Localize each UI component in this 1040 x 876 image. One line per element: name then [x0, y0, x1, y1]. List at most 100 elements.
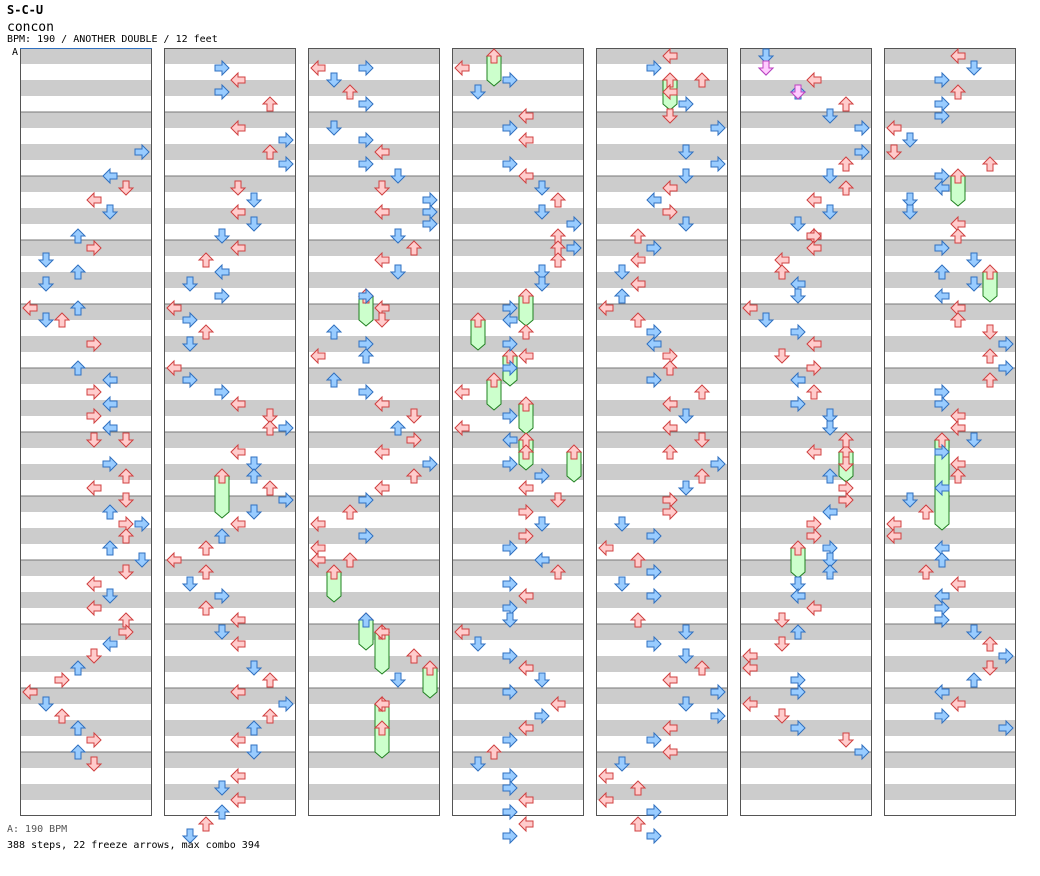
step-arrow-left: [102, 419, 118, 437]
step-arrow-down: [117, 492, 135, 508]
beat-stripe: [20, 144, 152, 160]
step-arrow-right: [358, 491, 374, 509]
beat-stripe: [308, 624, 440, 640]
step-arrow-left: [454, 419, 470, 437]
beat-stripe: [452, 208, 584, 224]
step-arrow-left: [102, 395, 118, 413]
step-arrow-down: [901, 192, 919, 208]
step-arrow-up: [261, 96, 279, 112]
step-arrow-right: [518, 503, 534, 521]
step-arrow-up: [69, 744, 87, 760]
step-arrow-down: [789, 216, 807, 232]
step-arrow-left: [598, 299, 614, 317]
step-arrow-down: [821, 552, 839, 568]
step-arrow-up: [949, 312, 967, 328]
step-arrow-right: [646, 563, 662, 581]
step-arrow-right: [646, 527, 662, 545]
step-arrow-right: [566, 215, 582, 233]
beat-stripe: [164, 720, 296, 736]
step-arrow-down: [245, 504, 263, 520]
beat-stripe: [740, 560, 872, 576]
step-arrow-down: [677, 408, 695, 424]
beat-stripe: [452, 752, 584, 768]
step-arrow-up: [949, 228, 967, 244]
beat-stripe: [452, 272, 584, 288]
step-arrow-left: [886, 527, 902, 545]
step-arrow-right: [646, 371, 662, 389]
beat-stripe: [20, 464, 152, 480]
step-arrow-up: [693, 384, 711, 400]
step-arrow-up: [981, 156, 999, 172]
step-arrow-up: [53, 312, 71, 328]
beat-stripe: [452, 304, 584, 320]
step-arrow-right: [358, 287, 374, 305]
step-arrow-left: [374, 695, 390, 713]
beat-stripe: [452, 80, 584, 96]
freeze-head-arrow: [565, 444, 583, 460]
beat-stripe: [596, 592, 728, 608]
step-arrow-right: [86, 407, 102, 425]
step-arrow-down: [677, 168, 695, 184]
step-arrow-left: [454, 383, 470, 401]
step-arrow-right: [934, 239, 950, 257]
step-arrow-left: [102, 635, 118, 653]
step-arrow-down: [677, 216, 695, 232]
beat-stripe: [452, 432, 584, 448]
beat-stripe: [596, 80, 728, 96]
step-arrow-up: [341, 504, 359, 520]
beat-stripe: [884, 688, 1016, 704]
step-arrow-right: [182, 311, 198, 329]
step-arrow-left: [742, 695, 758, 713]
beat-stripe: [164, 80, 296, 96]
step-arrow-left: [518, 107, 534, 125]
step-arrow-down: [325, 72, 343, 88]
step-arrow-up: [693, 468, 711, 484]
beat-stripe: [452, 48, 584, 64]
step-arrow-down: [389, 264, 407, 280]
beat-stripe: [20, 48, 152, 64]
beat-stripe: [20, 752, 152, 768]
step-arrow-right: [790, 395, 806, 413]
beat-stripe: [740, 400, 872, 416]
step-arrow-left: [662, 743, 678, 761]
bpm-section-marker: A: [12, 47, 19, 58]
step-arrow-right: [502, 359, 518, 377]
step-arrow-down: [101, 588, 119, 604]
beat-stripe: [308, 496, 440, 512]
step-arrow-right: [182, 371, 198, 389]
step-arrow-left: [454, 59, 470, 77]
beat-stripe: [740, 624, 872, 640]
step-arrow-up: [341, 552, 359, 568]
step-arrow-left: [598, 539, 614, 557]
step-arrow-right: [998, 359, 1014, 377]
step-arrow-down: [245, 744, 263, 760]
step-arrow-right: [54, 671, 70, 689]
beat-stripe: [164, 688, 296, 704]
beat-stripe: [20, 688, 152, 704]
step-arrow-down: [85, 432, 103, 448]
step-arrow-left: [806, 599, 822, 617]
step-arrow-up: [549, 564, 567, 580]
step-arrow-left: [518, 587, 534, 605]
beat-stripe: [20, 656, 152, 672]
step-arrow-left: [310, 59, 326, 77]
beat-stripe: [164, 304, 296, 320]
step-arrow-down: [533, 264, 551, 280]
beat-stripe: [20, 592, 152, 608]
step-arrow-left: [374, 143, 390, 161]
step-arrow-left: [630, 251, 646, 269]
step-arrow-down: [245, 660, 263, 676]
beat-stripe: [452, 720, 584, 736]
beat-stripe: [308, 752, 440, 768]
beat-stripe: [884, 176, 1016, 192]
step-arrow-up: [629, 816, 647, 832]
beat-stripe: [164, 784, 296, 800]
step-arrow-up: [197, 600, 215, 616]
step-arrow-up: [949, 468, 967, 484]
step-arrow-right: [710, 155, 726, 173]
beat-stripe: [20, 784, 152, 800]
step-arrow-right: [502, 335, 518, 353]
step-arrow-left: [662, 671, 678, 689]
step-arrow-left: [502, 311, 518, 329]
step-arrow-right: [214, 287, 230, 305]
